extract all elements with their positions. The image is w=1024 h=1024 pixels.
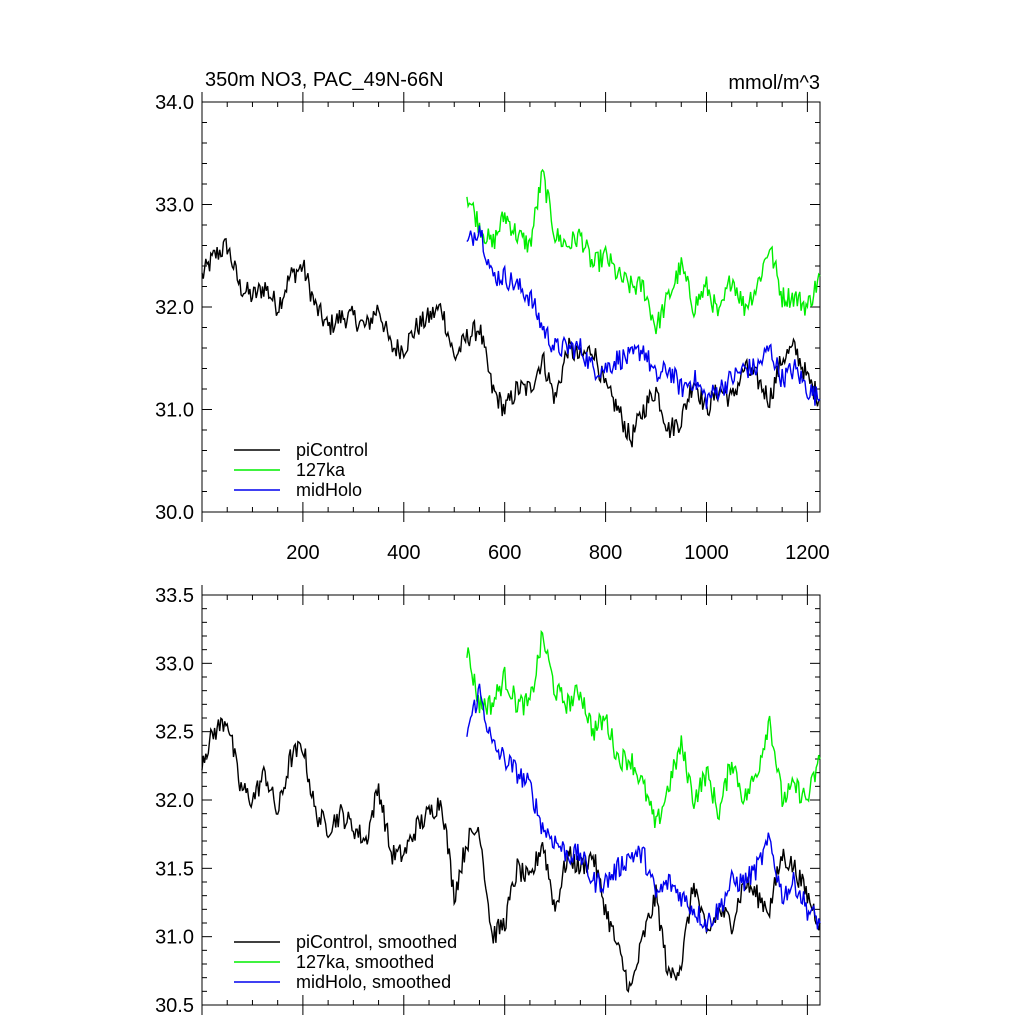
y-tick-label: 31.0 [155, 927, 194, 949]
series-line-picontrol [201, 237, 821, 448]
top-chart-title: 350m NO3, PAC_49N-66N [205, 69, 444, 91]
x-tick-label: 800 [589, 542, 622, 564]
legend-label: piControl, smoothed [296, 932, 457, 952]
x-tick-label: 200 [286, 542, 319, 564]
bottom-axes: 30.5 31.0 31.5 32.0 32.5 33.0 33.5 [155, 585, 820, 1017]
x-tick-label: 600 [488, 542, 521, 564]
bottom-chart: 30.5 31.0 31.5 32.0 32.5 33.0 33.5 piControl, … [155, 585, 821, 1017]
series-line-127ka [466, 168, 821, 335]
top-axes: 30.0 31.0 32.0 33.0 34.0 200 400 600 800 1000 1200 [155, 92, 830, 564]
series-line-midholo [466, 225, 821, 410]
legend-label: midHolo, smoothed [296, 972, 451, 992]
top-chart: 350m NO3, PAC_49N-66N mmol/m^3 30.031.03… [155, 69, 830, 564]
y-tick-label: 30.0 [155, 502, 194, 524]
top-plot-frame [201, 101, 821, 513]
top-series [201, 168, 821, 448]
y-tick-label: 34.0 [155, 92, 194, 114]
legend-label: 127ka, smoothed [296, 952, 434, 972]
series-line-127ka-smoothed [466, 629, 821, 828]
x-tick-label: 1000 [684, 542, 729, 564]
bottom-plot-frame [201, 594, 821, 1006]
y-tick-label: 31.0 [155, 400, 194, 422]
y-tick-label: 31.5 [155, 858, 194, 880]
x-tick-label: 400 [387, 542, 420, 564]
y-tick-label: 32.0 [155, 297, 194, 319]
y-tick-label: 33.0 [155, 195, 194, 217]
y-tick-label: 32.0 [155, 790, 194, 812]
y-tick-label: 30.5 [155, 995, 194, 1017]
series-line-midholo-smoothed [466, 683, 821, 932]
y-tick-label: 33.0 [155, 653, 194, 675]
legend-label: piControl [296, 440, 368, 460]
legend-label: 127ka [296, 460, 346, 480]
top-chart-units: mmol/m^3 [728, 72, 820, 94]
y-tick-label: 32.5 [155, 722, 194, 744]
x-tick-label: 1200 [785, 542, 830, 564]
y-tick-label: 33.5 [155, 585, 194, 607]
bottom-series [201, 629, 821, 994]
legend-label: midHolo [296, 480, 362, 500]
